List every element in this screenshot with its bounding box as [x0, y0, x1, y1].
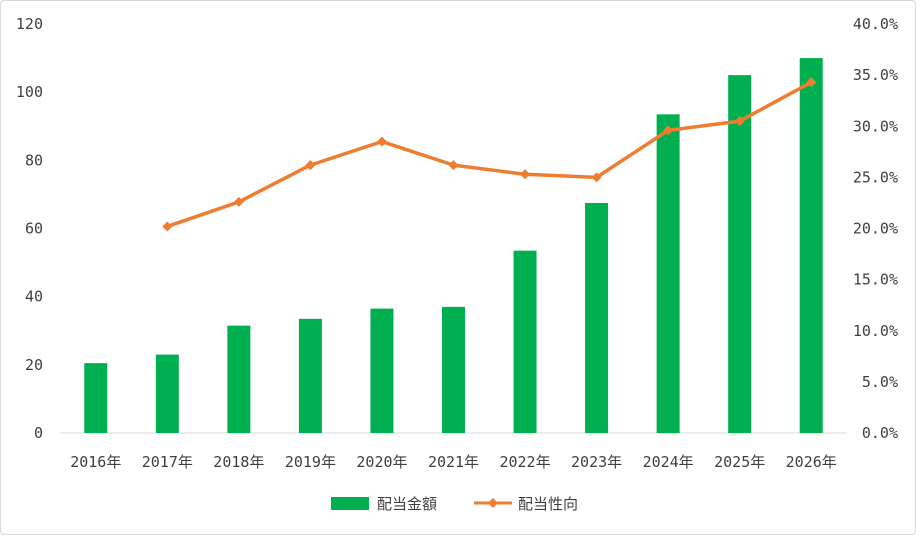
left-axis-tick-labels: 0 20 40 60 80 100 120 [16, 15, 43, 442]
y-left-tick-label: 120 [16, 15, 43, 33]
x-tick-label: 2019年 [285, 453, 336, 471]
x-axis-tick-labels: 2016年 2017年 2018年 2019年 2020年 2021年 2022年 2023年… [70, 453, 837, 471]
line-point [520, 169, 531, 180]
y-right-tick-label: 25.0% [853, 168, 898, 186]
line-point [162, 221, 173, 232]
bar [227, 325, 251, 433]
legend-line-marker [488, 498, 498, 508]
x-tick-label: 2024年 [643, 453, 694, 471]
legend-label-dividend-amount: 配当金額 [377, 495, 437, 513]
y-right-tick-label: 5.0% [862, 373, 898, 391]
x-tick-label: 2022年 [499, 453, 550, 471]
legend: 配当金額 配当性向 [331, 495, 578, 513]
legend-bar-swatch [331, 497, 369, 510]
line-point [663, 125, 674, 136]
bar [585, 202, 609, 433]
y-left-tick-label: 20 [25, 356, 43, 374]
line-series-payout-ratio [162, 77, 817, 232]
line-point [448, 160, 459, 171]
y-left-tick-label: 40 [25, 288, 43, 306]
bar [442, 306, 465, 433]
bar [656, 114, 680, 433]
bar [155, 354, 179, 433]
y-left-tick-label: 100 [16, 83, 43, 101]
bar-series-dividend-amount [84, 58, 823, 433]
line-point [591, 172, 602, 183]
x-tick-label: 2018年 [213, 453, 264, 471]
y-right-tick-label: 40.0% [853, 15, 898, 33]
payout-ratio-line [165, 80, 813, 229]
bar [84, 363, 108, 433]
line-point [734, 116, 745, 127]
y-right-tick-label: 15.0% [853, 271, 898, 289]
y-right-tick-label: 30.0% [853, 117, 898, 135]
x-tick-label: 2017年 [142, 453, 193, 471]
bar [799, 58, 823, 433]
line-point [806, 77, 817, 88]
bar [728, 75, 752, 433]
right-axis-tick-labels: 0.0% 5.0% 10.0% 15.0% 20.0% 25.0% 30.0% 35.0% 40… [853, 15, 898, 442]
legend-label-payout-ratio: 配当性向 [518, 495, 578, 513]
bar [298, 318, 322, 433]
line-point [376, 136, 387, 147]
y-left-tick-label: 0 [34, 424, 43, 442]
y-right-tick-label: 10.0% [853, 322, 898, 340]
y-right-tick-label: 20.0% [853, 220, 898, 238]
y-right-tick-label: 0.0% [862, 424, 898, 442]
line-point [233, 196, 244, 207]
x-tick-label: 2020年 [356, 453, 407, 471]
y-left-tick-label: 60 [25, 220, 43, 238]
x-tick-label: 2025年 [714, 453, 765, 471]
y-left-tick-label: 80 [25, 151, 43, 169]
bar [513, 250, 537, 433]
x-tick-label: 2023年 [571, 453, 622, 471]
x-tick-label: 2026年 [786, 453, 837, 471]
y-right-tick-label: 35.0% [853, 66, 898, 84]
x-tick-label: 2016年 [70, 453, 121, 471]
bar [370, 308, 394, 433]
line-point [305, 160, 316, 171]
x-tick-label: 2021年 [428, 453, 479, 471]
